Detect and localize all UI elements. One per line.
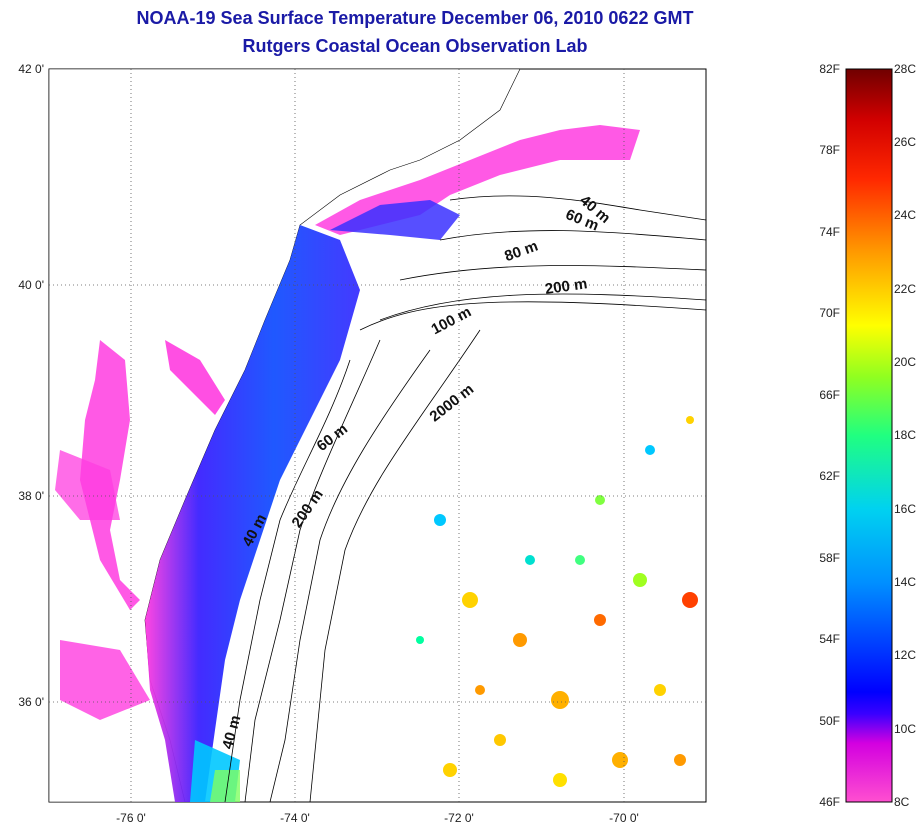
- colorbar-f-label: 78F: [819, 143, 840, 157]
- lon-tick: -70 0': [609, 811, 639, 825]
- colorbar-f-label: 70F: [819, 306, 840, 320]
- colorbar-f-labels: 82F 78F 74F 70F 66F 62F 58F 54F 50F 46F: [819, 62, 840, 809]
- lat-tick: 40 0': [18, 278, 44, 292]
- colorbar-f-label: 50F: [819, 714, 840, 728]
- delaware-bay-sst: [165, 340, 225, 415]
- colorbar-c-label: 26C: [894, 135, 916, 149]
- colorbar-c-label: 24C: [894, 208, 916, 222]
- offshore-sst-patches: [416, 416, 698, 787]
- colorbar-c-labels: 28C 26C 24C 22C 20C 18C 16C 14C 12C 10C …: [894, 62, 916, 809]
- map-title: NOAA-19 Sea Surface Temperature December…: [136, 8, 694, 28]
- lon-tick: -72 0': [444, 811, 474, 825]
- lon-tick: -74 0': [280, 811, 310, 825]
- lon-tick: -76 0': [116, 811, 146, 825]
- colorbar-c-label: 12C: [894, 648, 916, 662]
- colorbar-f-label: 66F: [819, 388, 840, 402]
- map-subtitle: Rutgers Coastal Ocean Observation Lab: [242, 36, 588, 56]
- colorbar-f-label: 54F: [819, 632, 840, 646]
- colorbar-c-label: 10C: [894, 722, 916, 736]
- colorbar-c-label: 8C: [894, 795, 910, 809]
- graticule: [49, 69, 706, 802]
- longitude-labels: -76 0' -74 0' -72 0' -70 0': [116, 811, 639, 825]
- lat-tick: 36 0': [18, 695, 44, 709]
- colorbar-c-label: 22C: [894, 282, 916, 296]
- lat-tick: 42 0': [18, 62, 44, 76]
- colorbar: [845, 68, 893, 803]
- shelf-sst-band: [145, 225, 360, 802]
- colorbar-f-label: 58F: [819, 551, 840, 565]
- latitude-labels: 42 0' 40 0' 38 0' 36 0': [18, 62, 44, 709]
- colorbar-c-label: 14C: [894, 575, 916, 589]
- colorbar-c-label: 16C: [894, 502, 916, 516]
- lat-tick: 38 0': [18, 489, 44, 503]
- contour-label: 200 m: [544, 275, 588, 298]
- colorbar-c-label: 28C: [894, 62, 916, 76]
- colorbar-f-label: 82F: [819, 62, 840, 76]
- colorbar-f-label: 62F: [819, 469, 840, 483]
- colorbar-f-label: 74F: [819, 225, 840, 239]
- colorbar-c-label: 18C: [894, 428, 916, 442]
- bathymetry-contours: [224, 195, 706, 802]
- colorbar-f-label: 46F: [819, 795, 840, 809]
- colorbar-c-label: 20C: [894, 355, 916, 369]
